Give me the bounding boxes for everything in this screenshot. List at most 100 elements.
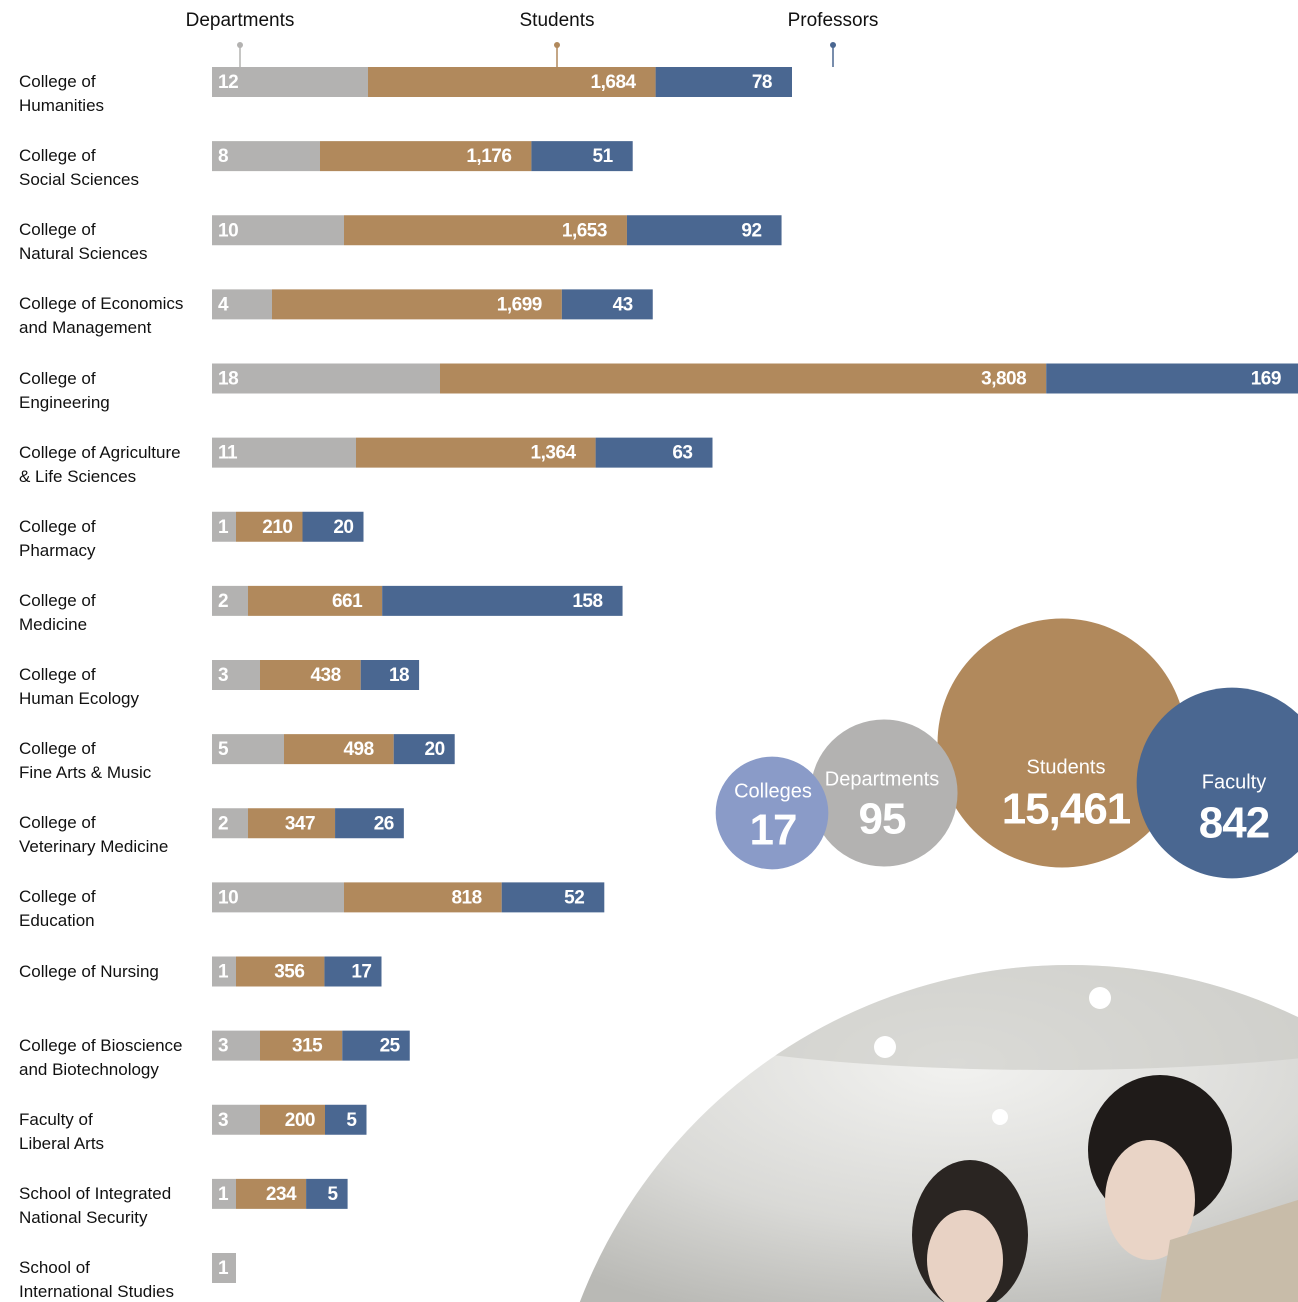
bubble-value: 95 [859,795,906,844]
bar-segment [236,1178,307,1209]
bar-segment [260,1104,325,1135]
value-label: 234 [266,1184,297,1205]
bar-segment [236,511,303,542]
value-label: 200 [285,1110,315,1131]
bubble-name: Colleges [734,780,812,802]
value-label: 1,176 [466,146,511,167]
value-label: 52 [564,887,584,908]
bar-segment [595,437,713,468]
legend-dot [237,42,243,48]
row-label: College of Education [19,887,96,931]
bar-segment [236,956,325,987]
value-label: 1 [218,1258,229,1279]
row-label: College of Agriculture & Life Sciences [19,442,181,486]
bubble [715,756,829,870]
row-label: College of Humanities [19,72,105,115]
row-label: College of Engineering [19,368,110,412]
value-label: 17 [351,962,371,983]
legend-label: Professors [788,10,879,31]
bar-segment [335,808,404,839]
bar-segment [342,1030,410,1061]
legend-label: Students [520,10,595,31]
bar-segment [212,660,260,690]
bar-segment [393,734,455,765]
bar-segment [561,289,653,320]
bar-segment [212,585,248,616]
bar-segment [325,1104,367,1135]
value-label: 1,684 [591,72,637,93]
row-label: College of Nursing [19,961,159,981]
value-label: 438 [310,665,340,686]
bar-segment [212,215,344,246]
row-label: College of Natural Sciences [19,220,148,264]
value-label: 1 [218,962,229,983]
value-label: 4 [218,294,229,315]
bar-segment [368,67,656,97]
value-label: 63 [672,443,692,464]
value-label: 18 [218,369,238,390]
bar-segment [212,1030,260,1061]
row-label: College of Social Sciences [19,146,140,190]
value-label: 3 [218,1110,228,1131]
bar-segment [248,585,383,616]
value-label: 12 [218,72,238,93]
bar-segment [212,363,440,394]
value-label: 11 [218,443,238,464]
row-label: College of Bioscience and Biotechnology [19,1035,183,1079]
bar-segment [260,1030,343,1061]
bar-segment [212,289,272,320]
value-label: 20 [333,517,353,538]
bar-segment [655,67,792,97]
value-label: 498 [343,739,373,760]
row-label: College of Pharmacy [19,516,96,560]
value-label: 26 [374,813,394,834]
value-label: 10 [218,220,238,241]
value-label: 5 [346,1110,357,1131]
bubble [937,618,1187,868]
value-label: 20 [425,739,445,760]
bar-segment [501,882,605,913]
bar-segment [284,734,394,765]
value-label: 356 [274,962,304,983]
bar-segment [212,734,284,765]
value-label: 3 [218,1036,228,1057]
bar-segment [212,141,320,172]
value-label: 158 [572,591,602,612]
bar-segment [212,1253,236,1283]
value-label: 661 [332,591,363,612]
bubble-name: Faculty [1202,771,1266,793]
bar-segment [1046,363,1298,394]
bar-segment [356,437,596,468]
value-label: 169 [1251,369,1281,390]
bar-segment [320,141,532,172]
bar-segment [212,1178,236,1209]
value-label: 78 [752,72,772,93]
value-label: 3,808 [981,369,1026,390]
bar-segment [212,956,236,987]
bubble-name: Departments [825,768,940,790]
bar-segment [531,141,633,172]
bar-segment [440,363,1047,394]
value-label: 2 [218,591,228,612]
bar-segment [382,585,623,616]
value-label: 1,653 [562,220,607,241]
value-label: 818 [451,887,481,908]
bubble [810,719,958,867]
bar-segment [302,511,364,542]
row-label: College of Fine Arts & Music [19,739,152,783]
legend-dot [554,42,560,48]
bar-segment [212,1104,260,1135]
row-label: School of International Studies [19,1258,174,1301]
row-label: College of Medicine [19,590,96,634]
value-label: 51 [593,146,614,167]
bubble-value: 842 [1199,799,1269,848]
row-label: College of Veterinary Medicine [19,813,169,857]
row-label: College of Economics and Management [19,294,184,338]
bar-segment [306,1178,348,1209]
bar-segment [260,660,361,690]
bar-segment [212,437,356,468]
bar-segment [360,660,420,690]
bar-segment [626,215,782,246]
